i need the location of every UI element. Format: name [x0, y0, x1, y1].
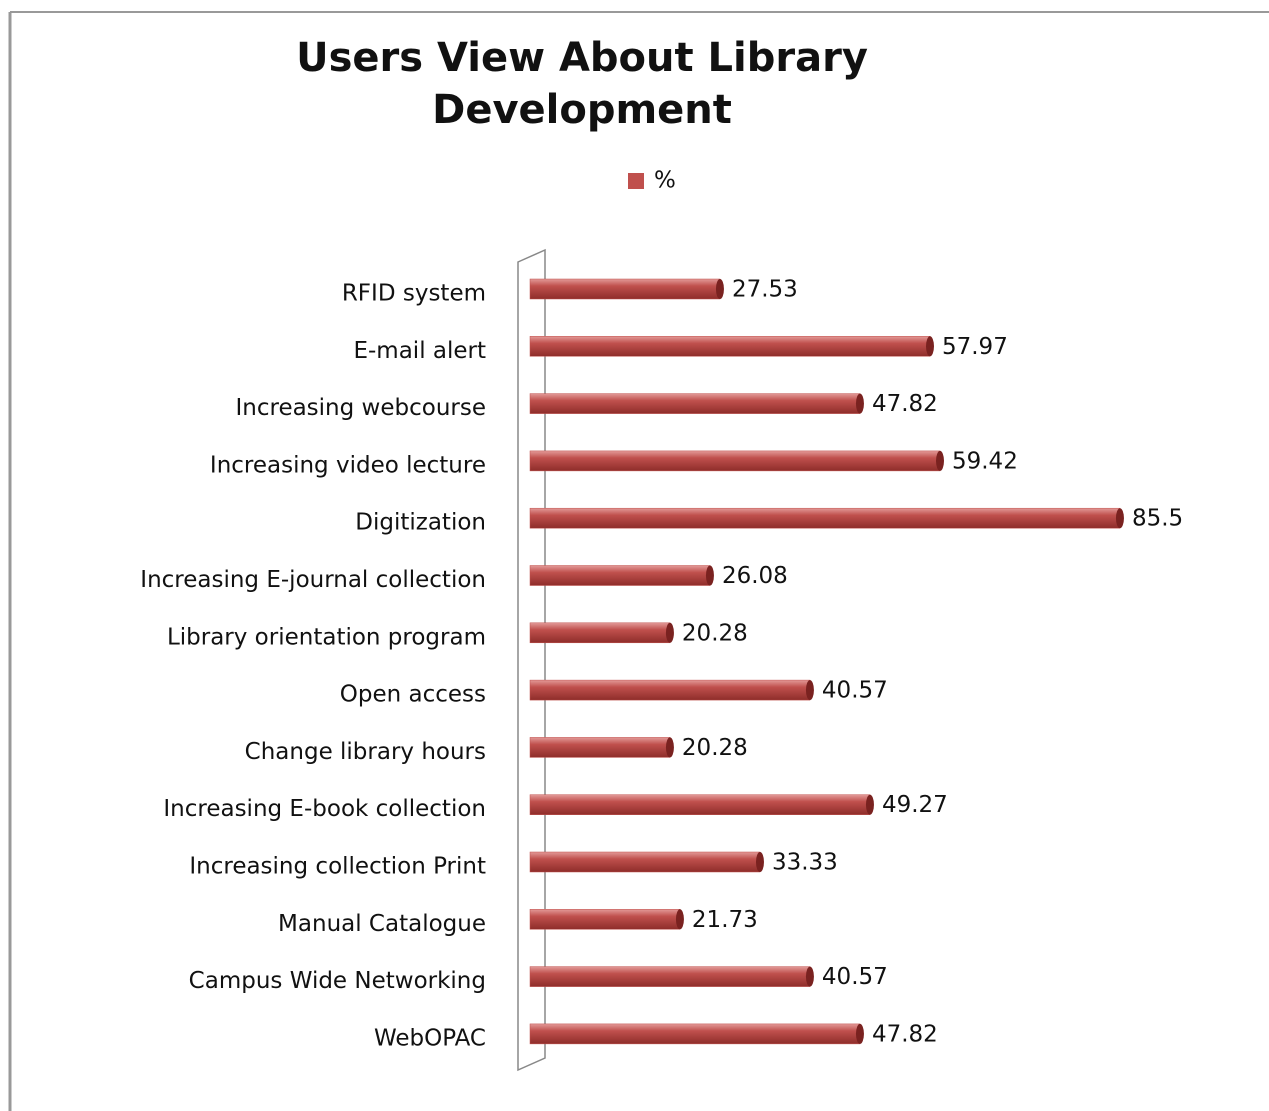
value-label: 57.97 [942, 334, 1008, 360]
value-label: 33.33 [772, 850, 838, 876]
category-label: E-mail alert [353, 338, 486, 364]
bar [529, 794, 871, 815]
bar-cap [855, 393, 864, 414]
bar-cap [1115, 508, 1124, 529]
category-label: Increasing collection Print [189, 854, 486, 880]
legend-swatch [628, 173, 644, 189]
category-label: Campus Wide Networking [189, 968, 486, 994]
bar [529, 565, 711, 586]
value-label: 20.28 [682, 735, 748, 761]
category-label: WebOPAC [374, 1025, 486, 1051]
bar [529, 737, 671, 758]
bar-cap [865, 794, 874, 815]
value-label: 47.82 [872, 1021, 938, 1047]
bar-cap [665, 737, 674, 758]
value-label: 40.57 [822, 678, 888, 704]
bar-cap [805, 966, 814, 987]
category-label: Library orientation program [167, 624, 486, 650]
bar [529, 450, 941, 472]
bar [529, 336, 931, 357]
bar-cap [805, 680, 814, 701]
category-label: Change library hours [245, 739, 486, 765]
bar-cap [935, 450, 944, 471]
category-label: Increasing webcourse [235, 395, 486, 421]
axis-wall [517, 248, 546, 1072]
bar-cap [755, 852, 764, 872]
value-label: 21.73 [692, 907, 758, 933]
value-label: 47.82 [872, 391, 938, 417]
bar-cap [675, 909, 684, 930]
category-label: Digitization [355, 510, 486, 536]
value-label: 59.42 [952, 448, 1018, 474]
category-label: Manual Catalogue [278, 911, 486, 937]
category-label: Increasing E-book collection [163, 796, 486, 822]
bar [529, 507, 1121, 529]
bar-cap [855, 1023, 864, 1044]
legend-label: % [654, 168, 676, 194]
bar [529, 393, 861, 414]
bar [529, 278, 721, 300]
value-label: 85.5 [1132, 506, 1183, 532]
bar [529, 679, 811, 701]
value-label: 27.53 [732, 277, 798, 303]
value-label: 49.27 [882, 792, 948, 818]
bar-cap [925, 336, 934, 357]
bar [529, 1023, 861, 1045]
bar-cap [665, 622, 674, 643]
category-label: RFID system [342, 281, 486, 307]
bar-cap [705, 565, 714, 586]
value-label: 20.28 [682, 620, 748, 646]
bar [529, 851, 761, 873]
category-label: Open access [340, 682, 486, 708]
category-label: Increasing video lecture [210, 452, 486, 478]
chart-title: Users View About Library [296, 35, 868, 81]
bar-cap [715, 279, 724, 299]
bar [529, 909, 681, 930]
value-label: 26.08 [722, 563, 788, 589]
chart-title: Development [432, 87, 732, 133]
bar [529, 966, 811, 987]
value-label: 40.57 [822, 964, 888, 990]
category-label: Increasing E-journal collection [140, 567, 486, 593]
bar [529, 622, 671, 644]
